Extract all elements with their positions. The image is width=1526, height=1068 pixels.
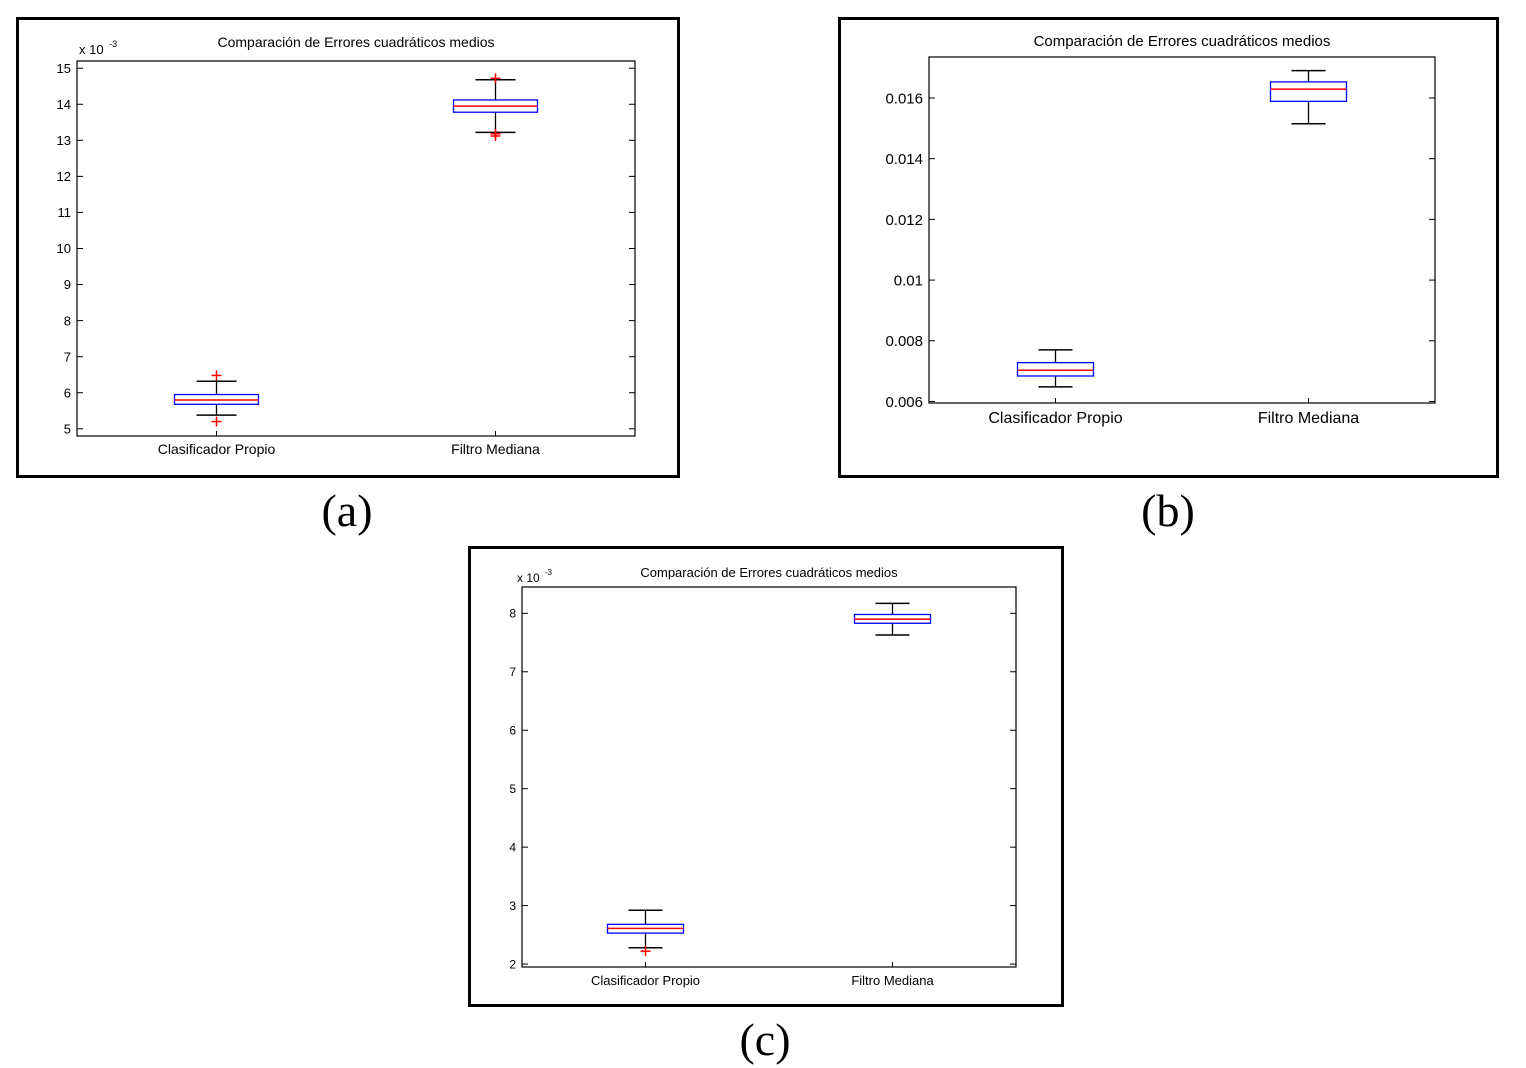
- scale-exponent-label: -3: [545, 568, 553, 577]
- y-tick-label: 9: [64, 277, 71, 292]
- boxplot-a: Comparación de Errores cuadráticos medio…: [57, 34, 636, 457]
- box-group: [452, 73, 539, 141]
- x-category-label: Filtro Mediana: [451, 441, 540, 457]
- x-category-label: Filtro Mediana: [851, 973, 934, 988]
- y-tick-label: 8: [64, 313, 71, 328]
- box-group: [606, 909, 685, 957]
- y-tick-label: 14: [57, 97, 71, 112]
- y-tick-label: 0.016: [885, 90, 923, 107]
- y-tick-label: 0.014: [885, 151, 923, 168]
- y-tick-label: 12: [57, 169, 71, 184]
- y-tick-label: 0.008: [885, 333, 923, 350]
- y-tick-label: 2: [509, 957, 516, 971]
- iqr-box: [1016, 361, 1095, 377]
- y-tick-label: 4: [509, 840, 516, 854]
- x-category-label: Clasificador Propio: [158, 441, 276, 457]
- chart-title: Comparación de Errores cuadráticos medio…: [640, 565, 898, 580]
- scale-exponent-label: -3: [109, 39, 117, 49]
- y-tick-label: 11: [58, 205, 72, 220]
- x-category-label: Clasificador Propio: [988, 410, 1122, 427]
- y-tick-label: 8: [509, 607, 516, 621]
- y-tick-label: 5: [509, 782, 516, 796]
- y-tick-label: 7: [64, 349, 71, 364]
- chart-title: Comparación de Errores cuadráticos medio…: [217, 34, 494, 50]
- y-tick-label: 0.01: [894, 272, 923, 289]
- y-tick-label: 0.006: [885, 394, 923, 411]
- box-group: [1269, 69, 1348, 125]
- chart-panel-a: Comparación de Errores cuadráticos medio…: [16, 17, 680, 478]
- y-tick-label: 6: [64, 385, 71, 400]
- chart-panel-c: Comparación de Errores cuadráticos medio…: [468, 546, 1064, 1007]
- plot-area-frame: [928, 56, 1436, 404]
- caption-c: (c): [739, 1014, 791, 1065]
- scale-factor-label: x 10: [517, 571, 540, 585]
- plot-area-frame: [76, 60, 636, 437]
- y-tick-label: 15: [57, 61, 71, 76]
- boxplot-b: Comparación de Errores cuadráticos medio…: [885, 33, 1436, 427]
- iqr-box: [1269, 81, 1348, 102]
- x-category-label: Clasificador Propio: [591, 973, 700, 988]
- y-tick-label: 0.012: [885, 212, 923, 229]
- chart-title: Comparación de Errores cuadráticos medio…: [1034, 33, 1331, 50]
- caption-a: (a): [321, 485, 373, 536]
- scale-factor-label: x 10: [79, 42, 104, 57]
- plot-area-frame: [521, 586, 1017, 968]
- y-tick-label: 13: [57, 133, 71, 148]
- x-category-label: Filtro Mediana: [1258, 410, 1359, 427]
- y-tick-label: 7: [509, 665, 516, 679]
- caption-b: (b): [1141, 485, 1195, 536]
- box-group: [1016, 349, 1095, 388]
- chart-panel-b: Comparación de Errores cuadráticos medio…: [838, 17, 1499, 478]
- y-tick-label: 3: [509, 899, 516, 913]
- boxplot-c: Comparación de Errores cuadráticos medio…: [509, 565, 1017, 988]
- y-tick-label: 6: [509, 724, 516, 738]
- y-tick-label: 5: [64, 421, 71, 436]
- box-group: [173, 370, 260, 427]
- y-tick-label: 10: [57, 241, 71, 256]
- box-group: [853, 602, 932, 636]
